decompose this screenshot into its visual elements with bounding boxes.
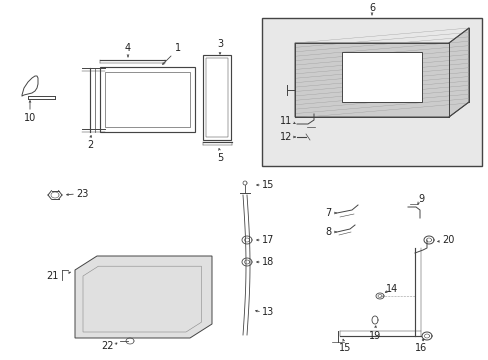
Text: 13: 13 [262,307,274,317]
Bar [262,18,481,166]
Text: 11: 11 [279,116,291,126]
Text: 10: 10 [24,113,36,123]
Text: 20: 20 [441,235,453,245]
Text: 7: 7 [324,208,330,218]
Text: 6: 6 [368,3,374,13]
Text: 21: 21 [46,271,58,281]
Text: 3: 3 [217,39,223,49]
Bar [203,55,230,140]
Text: 8: 8 [324,227,330,237]
Text: 17: 17 [261,235,274,245]
Text: 5: 5 [217,153,223,163]
Text: 22: 22 [102,341,114,351]
Text: 15: 15 [261,180,274,190]
Polygon shape [294,28,468,117]
Bar [205,58,227,137]
Text: 1: 1 [175,43,181,53]
Text: 23: 23 [76,189,88,199]
Text: 2: 2 [87,140,93,150]
Text: 15: 15 [338,343,350,353]
Text: 16: 16 [414,343,426,353]
Bar [105,72,190,127]
Text: 14: 14 [385,284,397,294]
Text: 18: 18 [262,257,274,267]
Text: 19: 19 [368,331,380,341]
Polygon shape [75,256,212,338]
Text: 9: 9 [417,194,423,204]
Text: 12: 12 [279,132,292,142]
Bar [100,67,195,132]
Polygon shape [341,52,421,102]
Text: 4: 4 [124,43,131,53]
